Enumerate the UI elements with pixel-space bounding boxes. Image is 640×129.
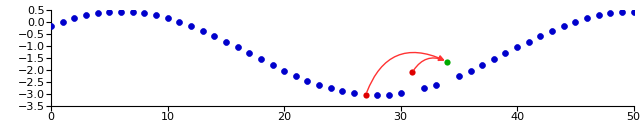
Point: [186, 25, 196, 27]
Point: [198, 30, 208, 32]
Point: [163, 17, 173, 19]
Point: [535, 35, 545, 37]
Point: [81, 14, 92, 16]
Point: [360, 94, 371, 96]
Point: [477, 64, 487, 66]
Point: [593, 14, 604, 16]
Point: [244, 52, 254, 54]
Point: [547, 30, 557, 32]
Point: [104, 11, 115, 13]
Point: [407, 71, 417, 73]
Point: [221, 41, 231, 43]
Point: [140, 12, 150, 14]
Point: [151, 14, 161, 16]
Point: [489, 58, 499, 60]
Point: [500, 52, 511, 54]
Point: [442, 61, 452, 63]
Point: [337, 90, 348, 92]
Point: [349, 92, 359, 94]
Point: [570, 21, 580, 23]
Point: [384, 94, 394, 96]
Point: [58, 21, 68, 23]
Point: [372, 94, 383, 96]
Point: [291, 75, 301, 77]
Point: [268, 64, 278, 66]
Point: [127, 11, 138, 13]
Point: [69, 17, 79, 19]
Point: [314, 84, 324, 86]
Point: [209, 35, 220, 37]
Point: [582, 17, 592, 19]
Point: [279, 70, 289, 72]
Point: [617, 11, 627, 13]
Point: [256, 58, 266, 60]
Point: [559, 25, 569, 27]
Point: [302, 80, 312, 82]
Point: [465, 70, 476, 72]
Point: [454, 75, 464, 77]
Point: [93, 12, 103, 14]
Point: [326, 87, 336, 89]
Point: [46, 25, 56, 27]
Point: [419, 87, 429, 89]
Point: [524, 41, 534, 43]
Point: [512, 46, 522, 48]
Point: [431, 84, 441, 86]
Point: [605, 12, 616, 14]
Point: [628, 10, 639, 13]
Point: [396, 92, 406, 94]
Point: [116, 10, 126, 13]
Point: [232, 46, 243, 48]
Point: [174, 21, 184, 23]
